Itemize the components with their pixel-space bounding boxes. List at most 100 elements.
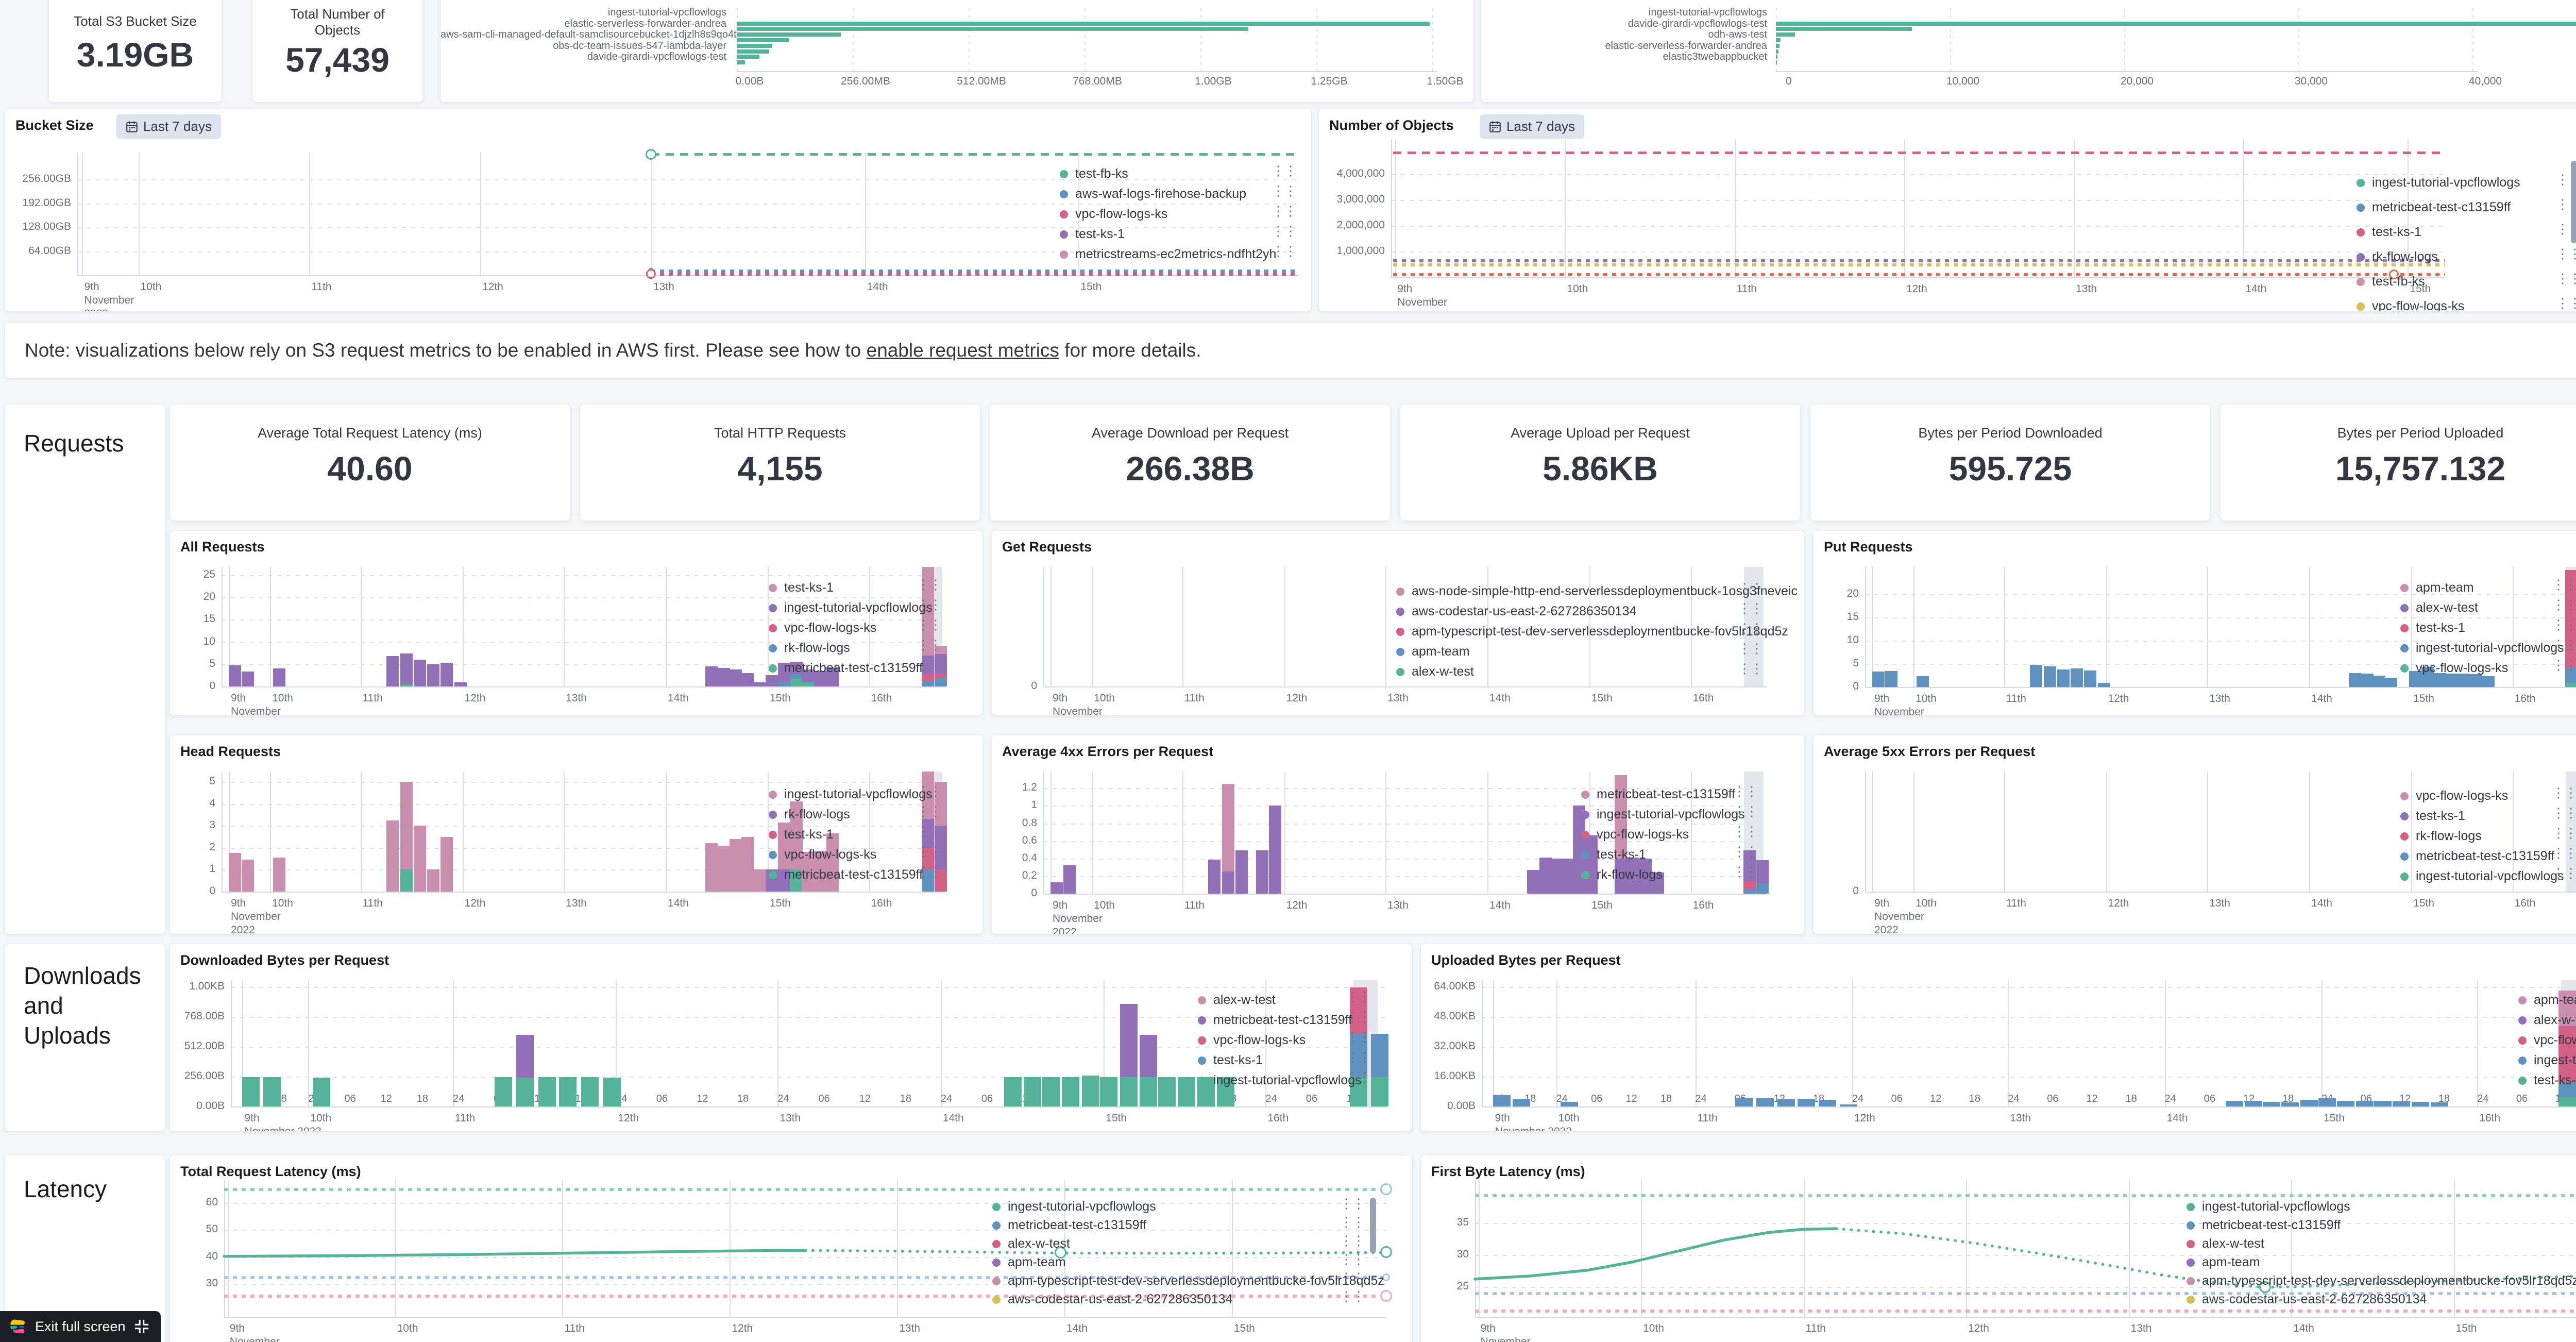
legend-item[interactable]: rk-flow-logs — [1581, 867, 1663, 882]
legend-item[interactable]: ingest-tutorial-vpcflowlogs — [769, 600, 933, 615]
legend-actions-icon[interactable]: ⋮⋮ — [2552, 825, 2576, 841]
legend-item[interactable]: metricbeat-test-c13159ff — [769, 867, 923, 882]
legend-item[interactable]: metricbeat-test-c13159ff — [769, 661, 923, 675]
legend-item[interactable]: alex-w-test — [1396, 664, 1474, 679]
legend-actions-icon[interactable]: ⋮⋮ — [1738, 620, 1764, 636]
time-range-badge[interactable]: Last 7 days — [116, 114, 221, 139]
legend-actions-icon[interactable]: ⋮⋮ — [1340, 1251, 1365, 1267]
legend-item[interactable]: vpc-flow-logs-ks — [769, 847, 876, 862]
legend-actions-icon[interactable]: ⋮⋮ — [1733, 783, 1758, 799]
legend-item[interactable]: test-ks-1 — [2400, 809, 2465, 823]
legend-actions-icon[interactable]: ⋮⋮ — [2552, 577, 2576, 592]
legend-actions-icon[interactable]: ⋮⋮ — [1272, 183, 1297, 198]
legend-item[interactable]: alex-w-test — [2518, 1013, 2576, 1027]
legend-actions-icon[interactable]: ⋮⋮ — [1340, 1196, 1365, 1211]
legend-actions-icon[interactable]: ⋮⋮ — [2552, 597, 2576, 612]
legend-item[interactable]: test-ks-1 — [1198, 1053, 1263, 1067]
legend-item[interactable]: vpc-flow-logs-ks — [1581, 827, 1689, 842]
legend-actions-icon[interactable]: ⋮⋮ — [2552, 845, 2576, 861]
legend-item[interactable]: test-ks-1 — [2357, 225, 2421, 239]
legend-item[interactable]: metricbeat-test-c13159ff — [2400, 849, 2554, 863]
legend-item[interactable]: ingest-tutorial-vpcflowlogs — [1198, 1073, 1362, 1087]
legend-item[interactable]: test-ks-1 — [769, 827, 834, 842]
legend-actions-icon[interactable]: ⋮⋮ — [1346, 1049, 1371, 1065]
legend-actions-icon[interactable]: ⋮⋮ — [1733, 864, 1758, 879]
legend-item[interactable]: vpc-flow-logs-ks — [1198, 1033, 1306, 1047]
legend-item[interactable]: apm-typescript-test-dev-serverlessdeploy… — [992, 1273, 1384, 1288]
legend-actions-icon[interactable]: ⋮⋮ — [2552, 617, 2576, 632]
legend-item[interactable]: test-fb-ks — [2357, 274, 2425, 289]
legend-actions-icon[interactable]: ⋮⋮ — [1738, 641, 1764, 656]
legend-actions-icon[interactable]: ⋮⋮ — [2574, 1234, 2576, 1247]
legend-item[interactable]: alex-w-test — [2400, 600, 2478, 615]
legend-actions-icon[interactable]: ⋮⋮ — [2556, 246, 2576, 261]
legend-item[interactable]: ingest-tutorial-vpcflowlogs — [769, 787, 933, 801]
legend-item[interactable]: test-ks-1 — [1060, 227, 1125, 241]
legend-item[interactable]: test-ks-1 — [769, 580, 834, 595]
legend-actions-icon[interactable]: ⋮⋮ — [917, 783, 942, 799]
legend-item[interactable]: aws-codestar-us-east-2-627286350134 — [2187, 1292, 2427, 1306]
legend-actions-icon[interactable]: ⋮⋮ — [2552, 785, 2576, 800]
legend-actions-icon[interactable]: ⋮⋮ — [1272, 163, 1297, 178]
legend-item[interactable]: apm-team — [2518, 993, 2576, 1007]
legend-actions-icon[interactable]: ⋮⋮ — [917, 617, 942, 632]
legend-item[interactable]: test-ks-1 — [1581, 847, 1646, 862]
legend-item[interactable]: test-ks-1 — [2400, 620, 2465, 635]
legend-actions-icon[interactable]: ⋮⋮ — [1733, 824, 1758, 839]
legend-actions-icon[interactable]: ⋮⋮ — [2574, 1271, 2576, 1284]
legend-item[interactable]: aws-node-simple-http-end-serverlessdeplo… — [1396, 584, 1798, 598]
legend-item[interactable]: alex-w-test — [2187, 1236, 2264, 1251]
legend-actions-icon[interactable]: ⋮⋮ — [2574, 1197, 2576, 1210]
legend-item[interactable]: vpc-flow-logs-ks — [2518, 1033, 2576, 1047]
legend-item[interactable]: apm-typescript-test-dev-serverlessdeploy… — [2187, 1273, 2576, 1288]
legend-item[interactable]: metricbeat-test-c13159ff — [1198, 1013, 1352, 1027]
legend-actions-icon[interactable]: ⋮⋮ — [2552, 805, 2576, 820]
legend-item[interactable]: apm-team — [2400, 580, 2474, 595]
legend-item[interactable]: metricbeat-test-c13159ff — [992, 1218, 1146, 1232]
legend-actions-icon[interactable]: ⋮⋮ — [917, 864, 942, 879]
legend-item[interactable]: ingest-tutorial-vpcflowlogs — [2357, 175, 2520, 190]
legend-item[interactable]: test-ks-1 — [2518, 1073, 2576, 1087]
legend-scrollbar-thumb[interactable] — [1370, 1198, 1376, 1253]
legend-actions-icon[interactable]: ⋮⋮ — [1340, 1233, 1365, 1248]
legend-item[interactable]: test-fb-ks — [1060, 166, 1128, 181]
legend-actions-icon[interactable]: ⋮⋮ — [917, 803, 942, 819]
legend-actions-icon[interactable]: ⋮⋮ — [1340, 1214, 1365, 1230]
legend-actions-icon[interactable]: ⋮⋮ — [1346, 1029, 1371, 1045]
legend-item[interactable]: aws-codestar-us-east-2-627286350134 — [1396, 604, 1636, 618]
legend-item[interactable]: alex-w-test — [1198, 993, 1276, 1007]
legend-item[interactable]: rk-flow-logs — [2357, 249, 2438, 264]
legend-item[interactable]: ingest-tutorial-vpcflowlogs — [2400, 641, 2564, 655]
legend-actions-icon[interactable]: ⋮⋮ — [2574, 1215, 2576, 1229]
legend-item[interactable]: aws-codestar-us-east-2-627286350134 — [992, 1292, 1232, 1306]
legend-item[interactable]: apm-team — [2187, 1255, 2260, 1269]
legend-actions-icon[interactable]: ⋮⋮ — [917, 844, 942, 859]
enable-request-metrics-link[interactable]: enable request metrics — [866, 340, 1059, 361]
legend-actions-icon[interactable]: ⋮⋮ — [1346, 1009, 1371, 1025]
legend-actions-icon[interactable]: ⋮⋮ — [917, 577, 942, 592]
legend-actions-icon[interactable]: ⋮⋮ — [1346, 989, 1371, 1004]
legend-item[interactable]: ingest-tutorial-vpcflowlogs — [2400, 869, 2564, 883]
legend-item[interactable]: ingest-tutorial-vpcflowlogs — [992, 1199, 1156, 1214]
legend-item[interactable]: metricbeat-test-c13159ff — [2357, 200, 2511, 214]
legend-actions-icon[interactable]: ⋮⋮ — [1738, 661, 1764, 676]
legend-item[interactable]: metricstreams-ec2metrics-ndfht2yh — [1060, 247, 1276, 261]
legend-actions-icon[interactable]: ⋮⋮ — [1340, 1270, 1365, 1285]
legend-item[interactable]: aws-waf-logs-firehose-backup — [1060, 187, 1246, 201]
legend-item[interactable]: rk-flow-logs — [2400, 829, 2482, 843]
legend-actions-icon[interactable]: ⋮⋮ — [1733, 803, 1758, 819]
time-range-badge[interactable]: Last 7 days — [1480, 114, 1584, 139]
legend-actions-icon[interactable]: ⋮⋮ — [1272, 243, 1297, 259]
legend-item[interactable]: vpc-flow-logs-ks — [1060, 207, 1167, 221]
legend-actions-icon[interactable]: ⋮⋮ — [2552, 865, 2576, 881]
legend-item[interactable]: vpc-flow-logs-ks — [2357, 299, 2464, 311]
legend-actions-icon[interactable]: ⋮⋮ — [2574, 1289, 2576, 1303]
legend-item[interactable]: ingest-tutorial-vpcflowlogs — [1581, 807, 1745, 821]
legend-item[interactable]: ingest-tutorial-vpcflowlogs — [2518, 1053, 2576, 1067]
legend-item[interactable]: apm-typescript-test-dev-serverlessdeploy… — [1396, 624, 1788, 639]
legend-item[interactable]: apm-team — [1396, 644, 1470, 659]
legend-item[interactable]: metricbeat-test-c13159ff — [1581, 787, 1735, 801]
legend-actions-icon[interactable]: ⋮⋮ — [1340, 1288, 1365, 1304]
legend-item[interactable]: rk-flow-logs — [769, 807, 850, 821]
legend-item[interactable]: alex-w-test — [992, 1236, 1070, 1251]
